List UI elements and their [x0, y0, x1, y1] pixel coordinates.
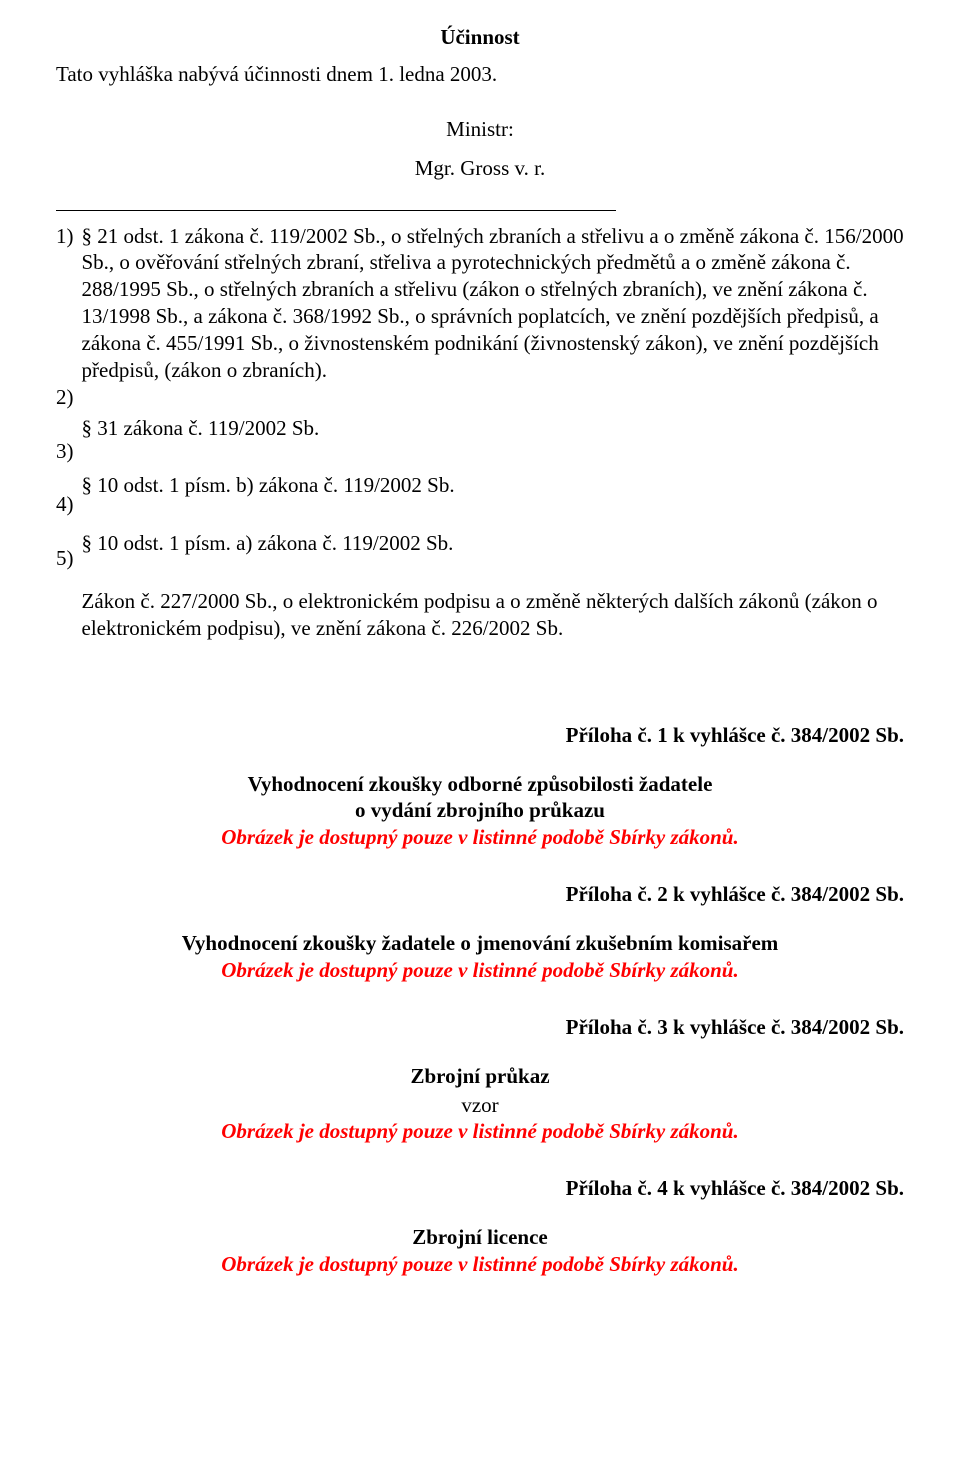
footnote-spacer	[82, 501, 905, 528]
footnote-spacer	[56, 464, 74, 491]
appendix-3-note: Obrázek je dostupný pouze v listinné pod…	[56, 1118, 904, 1145]
footnotes-wrapper: 1) 2) 3) 4) 5) § 21 odst. 1 zákona č. 11…	[56, 223, 904, 644]
footnote-spacer	[56, 357, 74, 384]
appendix-4-label: Příloha č. 4 k vyhlášce č. 384/2002 Sb.	[56, 1175, 904, 1202]
footnote-spacer	[56, 411, 74, 438]
footnote-number: 3)	[56, 438, 74, 465]
footnote-entry: § 31 zákona č. 119/2002 Sb.	[82, 415, 905, 442]
signature-label: Ministr:	[56, 116, 904, 143]
footnote-spacer	[56, 518, 74, 545]
footnote-number: 2)	[56, 384, 74, 411]
footnote-entry: § 10 odst. 1 písm. b) zákona č. 119/2002…	[82, 472, 905, 499]
appendix-2-label: Příloha č. 2 k vyhlášce č. 384/2002 Sb.	[56, 881, 904, 908]
effectiveness-sentence: Tato vyhláška nabývá účinnosti dnem 1. l…	[56, 61, 904, 88]
document-page: Účinnost Tato vyhláška nabývá účinnosti …	[0, 0, 960, 1467]
appendix-1-label: Příloha č. 1 k vyhlášce č. 384/2002 Sb.	[56, 722, 904, 749]
horizontal-rule	[56, 210, 616, 211]
footnote-entry: § 10 odst. 1 písm. a) zákona č. 119/2002…	[82, 530, 905, 557]
footnote-spacer	[56, 330, 74, 357]
appendix-4-title: Zbrojní licence	[56, 1224, 904, 1251]
vertical-gap	[56, 644, 904, 692]
appendix-2-note: Obrázek je dostupný pouze v listinné pod…	[56, 957, 904, 984]
footnote-number: 1)	[56, 223, 74, 250]
footnote-spacer	[82, 444, 905, 471]
footnote-text-column: § 21 odst. 1 zákona č. 119/2002 Sb., o s…	[82, 223, 905, 644]
footnote-spacer	[82, 559, 905, 586]
appendix-1-title-line1: Vyhodnocení zkoušky odborné způsobilosti…	[56, 771, 904, 798]
footnote-spacer	[82, 386, 905, 413]
signature-name: Mgr. Gross v. r.	[56, 155, 904, 182]
footnote-spacer	[56, 249, 74, 276]
appendix-3-title: Zbrojní průkaz	[56, 1063, 904, 1090]
appendix-2-title: Vyhodnocení zkoušky žadatele o jmenování…	[56, 930, 904, 957]
footnote-number: 4)	[56, 491, 74, 518]
appendix-4-note: Obrázek je dostupný pouze v listinné pod…	[56, 1251, 904, 1278]
appendix-1-note: Obrázek je dostupný pouze v listinné pod…	[56, 824, 904, 851]
footnote-number: 5)	[56, 545, 74, 572]
footnote-number-column: 1) 2) 3) 4) 5)	[56, 223, 74, 572]
footnote-spacer	[56, 276, 74, 303]
appendix-3-label: Příloha č. 3 k vyhlášce č. 384/2002 Sb.	[56, 1014, 904, 1041]
footnote-entry: Zákon č. 227/2000 Sb., o elektronickém p…	[82, 588, 905, 642]
footnote-spacer	[56, 303, 74, 330]
appendix-3-subtitle: vzor	[56, 1092, 904, 1119]
section-heading-ucinnost: Účinnost	[56, 24, 904, 51]
appendix-1-title-line2: o vydání zbrojního průkazu	[56, 797, 904, 824]
footnote-entry: § 21 odst. 1 zákona č. 119/2002 Sb., o s…	[82, 223, 905, 384]
